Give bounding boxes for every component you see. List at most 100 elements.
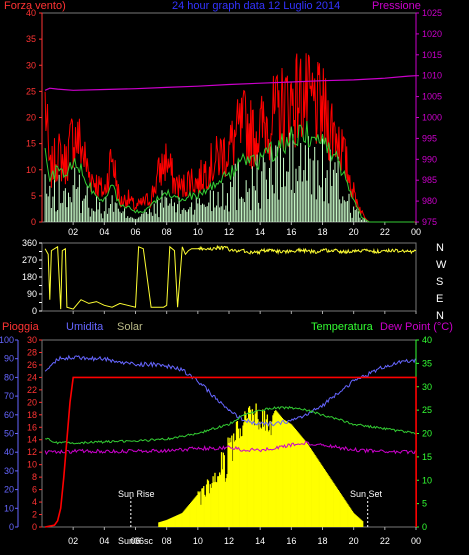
panel1-x-tick-label: 02	[68, 227, 78, 237]
rain-tick-label: 18	[27, 410, 37, 420]
panel1-x-tick-label: 06	[130, 227, 140, 237]
panel3-x-tick-label: 14	[255, 536, 265, 546]
pressure-tick-label: 1010	[422, 71, 442, 81]
wind-tick-label: 10	[26, 165, 36, 175]
panel3-x-tick-label: 00	[411, 536, 421, 546]
wind-pressure-panel: 0510152025303540975980985990995100010051…	[26, 8, 442, 237]
humidity-tick-label: 30	[4, 466, 14, 476]
rain-tick-label: 10	[27, 460, 37, 470]
label-pioggia: Pioggia	[2, 321, 40, 333]
pressure-tick-label: 1025	[422, 8, 442, 18]
rain-tick-label: 26	[27, 360, 37, 370]
panel3-x-tick-label: 20	[349, 536, 359, 546]
humidity-tick-label: 0	[9, 522, 14, 532]
panel3-x-tick-label: 12	[224, 536, 234, 546]
rain-series	[44, 376, 418, 528]
title-center: 24 hour graph data 12 Luglio 2014	[172, 0, 340, 12]
compass-label-n-bottom: N	[436, 310, 444, 322]
pressure-tick-label: 1020	[422, 29, 442, 39]
humidity-tick-label: 10	[4, 503, 14, 513]
panel1-x-tick-label: 00	[411, 227, 421, 237]
pressure-series	[44, 75, 417, 91]
panel3-x-tick-label: 18	[317, 536, 327, 546]
rain-tick-label: 30	[27, 335, 37, 345]
panel1-x-tick-label: 12	[224, 227, 234, 237]
temperature-tick-label: 25	[422, 405, 432, 415]
sunhours-label: Sun06sc	[118, 536, 154, 546]
panel1-x-tick-label: 20	[349, 227, 359, 237]
temp-humidity-solar-panel: 0102030405060708090100024681012141618202…	[0, 335, 432, 546]
wind-tick-label: 0	[31, 217, 36, 227]
compass-label-e: E	[436, 293, 443, 305]
rain-tick-label: 14	[27, 435, 37, 445]
rain-tick-label: 24	[27, 372, 37, 382]
temperature-tick-label: 10	[422, 475, 432, 485]
compass-label-s: S	[436, 276, 443, 288]
wind-direction-panel: 0 90 180 270 360	[22, 238, 417, 316]
panel3-x-tick-label: 22	[380, 536, 390, 546]
wind-average-series	[44, 120, 415, 223]
panel1-x-tick-label: 04	[99, 227, 109, 237]
panel3-x-tick-label: 10	[193, 536, 203, 546]
temperature-tick-label: 40	[422, 335, 432, 345]
temperature-tick-label: 15	[422, 452, 432, 462]
panel3-x-tick-label: 08	[162, 536, 172, 546]
humidity-tick-label: 100	[0, 335, 14, 345]
panel1-x-tick-label: 14	[255, 227, 265, 237]
temperature-tick-label: 0	[422, 522, 427, 532]
rain-tick-label: 22	[27, 385, 37, 395]
label-dewpoint: Dew Point (°C)	[380, 321, 453, 333]
pressure-tick-label: 975	[422, 217, 437, 227]
panel3-x-tick-label: 06	[130, 536, 140, 546]
panel3-x-tick-label: 16	[286, 536, 296, 546]
direction-tick-label: 270	[22, 255, 37, 265]
pressure-tick-label: 1005	[422, 92, 442, 102]
sunset-label: Sun Set	[350, 489, 383, 499]
humidity-tick-label: 40	[4, 447, 14, 457]
rain-tick-label: 20	[27, 397, 37, 407]
humidity-tick-label: 90	[4, 354, 14, 364]
sunrise-label: Sun Rise	[118, 489, 155, 499]
rain-tick-label: 2	[32, 510, 37, 520]
temperature-tick-label: 5	[422, 499, 427, 509]
compass-label-w: W	[436, 259, 447, 271]
rain-tick-label: 6	[32, 485, 37, 495]
direction-tick-label: 0	[32, 306, 37, 316]
wind-tick-label: 5	[31, 191, 36, 201]
label-temperatura: Temperatura	[311, 321, 374, 333]
direction-tick-label: 360	[22, 238, 37, 248]
rain-tick-label: 16	[27, 422, 37, 432]
wind-direction-series	[44, 244, 417, 310]
pressure-tick-label: 980	[422, 196, 437, 206]
panel1-x-tick-label: 22	[380, 227, 390, 237]
humidity-tick-label: 60	[4, 410, 14, 420]
dewpoint-series	[44, 440, 416, 456]
humidity-tick-label: 20	[4, 485, 14, 495]
temperature-tick-label: 20	[422, 429, 432, 439]
wind-tick-label: 40	[26, 8, 36, 18]
wind-tick-label: 35	[26, 34, 36, 44]
wind-tick-label: 25	[26, 86, 36, 96]
wind-tick-label: 15	[26, 139, 36, 149]
rain-tick-label: 28	[27, 347, 37, 357]
panel1-x-tick-label: 18	[317, 227, 327, 237]
humidity-tick-label: 80	[4, 372, 14, 382]
panel3-x-tick-label: 02	[68, 536, 78, 546]
direction-tick-label: 180	[22, 272, 37, 282]
title-left: Forza vento)	[4, 0, 66, 12]
humidity-tick-label: 70	[4, 391, 14, 401]
wind-tick-label: 30	[26, 60, 36, 70]
pressure-tick-label: 985	[422, 175, 437, 185]
wind-tick-label: 20	[26, 113, 36, 123]
panel3-x-tick-label: 04	[99, 536, 109, 546]
rain-tick-label: 0	[32, 522, 37, 532]
rain-tick-label: 12	[27, 447, 37, 457]
title-right: Pressione	[372, 0, 421, 12]
pressure-tick-label: 1015	[422, 50, 442, 60]
compass-label-n-top: N	[436, 242, 444, 254]
label-solar: Solar	[117, 321, 143, 333]
panel1-x-tick-label: 16	[286, 227, 296, 237]
pressure-tick-label: 995	[422, 133, 437, 143]
pressure-tick-label: 1000	[422, 113, 442, 123]
pressure-tick-label: 990	[422, 154, 437, 164]
